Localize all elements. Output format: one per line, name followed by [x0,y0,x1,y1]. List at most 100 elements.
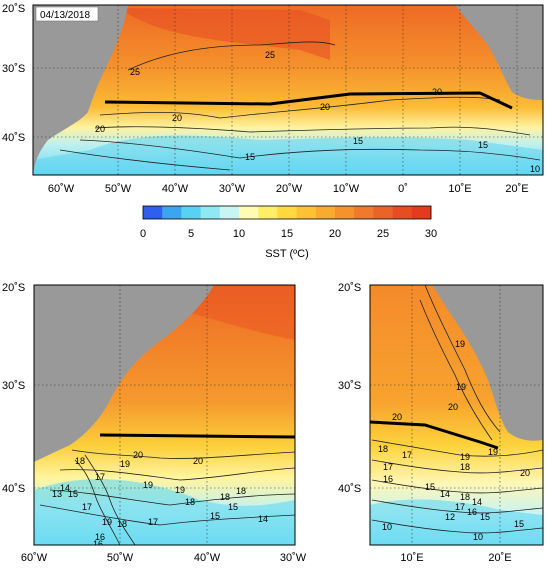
bl-contour-label: 18 [117,519,127,529]
bl-lon-label: 40˚W [194,552,221,564]
bl-contour-label: 19 [120,459,130,469]
colorbar: 0 5 10 15 20 25 30 SST (ºC) [140,205,437,260]
bl-lon-label: 60˚W [21,552,48,564]
bl-lat-label: 40˚S [2,483,25,495]
bottom-left-map: 20 19 20 19 18 17 18 15 14 13 19 18 17 1… [2,282,307,564]
bl-lon-labels: 60˚W 50˚W 40˚W 30˚W [21,552,307,564]
colorbar-tick: 5 [188,228,194,240]
africa-land [455,5,543,100]
colorbar-cell [354,206,374,219]
colorbar-tick: 15 [281,228,293,240]
br-lat-label: 40˚S [338,483,361,495]
bl-contour-label: 13 [52,489,62,499]
br-contour-label: 19 [460,452,470,462]
colorbar-cell [296,206,317,219]
top-lat-label: 40˚S [2,132,25,144]
br-contour-label: 18 [460,492,470,502]
bl-contour-label: 17 [95,472,105,482]
bl-contour-label: 15 [210,511,220,521]
top-lon-label: 20˚E [505,183,528,195]
colorbar-cells [143,206,432,219]
br-lon-label: 20˚E [488,552,511,564]
colorbar-cell [373,206,393,219]
br-lat-label: 20˚S [338,282,361,294]
colorbar-ticks: 0 5 10 15 20 25 30 [140,228,437,240]
bl-south-america-land [34,285,214,462]
top-contour-label: 15 [353,136,363,146]
top-lon-label: 20˚W [276,183,303,195]
colorbar-tick: 20 [329,228,341,240]
bl-contour-label: 14 [60,483,70,493]
top-lon-label: 30˚W [219,183,246,195]
bl-contour-labels: 20 19 20 19 18 17 18 15 14 13 19 18 17 1… [52,450,268,549]
bl-map-frame [33,284,296,546]
top-contour-label: 15 [245,152,255,162]
bl-contour-label: 19 [102,517,112,527]
top-contour-label: 20 [172,113,182,123]
br-contour-label: 14 [440,489,450,499]
br-contour-label: 17 [455,502,465,512]
top-transect-line [104,91,513,110]
top-lon-label: 0˚ [398,183,408,195]
colorbar-cell [411,206,432,219]
br-contour-label: 10 [382,522,392,532]
br-contour-label: 18 [378,444,388,454]
top-map-frame [32,4,544,176]
bl-lat-label: 20˚S [2,282,25,294]
br-africa-land [432,285,543,441]
br-contour-label: 15 [514,519,524,529]
bl-contour-label: 18 [75,456,85,466]
br-grid [370,285,543,545]
bl-contour-label: 18 [236,486,246,496]
colorbar-cell [219,206,240,219]
br-contours [371,285,543,534]
colorbar-cell [143,206,163,219]
br-contour-label: 15 [480,512,490,522]
bl-cold-water [34,479,295,545]
bl-contour-label: 15 [228,502,238,512]
colorbar-cell [181,206,201,219]
bl-contour-label: 18 [220,492,230,502]
bl-contour-label: 16 [93,539,103,549]
bottom-right-map: 20 19 18 17 19 20 19 18 17 16 15 14 20 1… [338,282,544,564]
colorbar-cell [392,206,413,219]
br-contour-label: 19 [488,447,498,457]
bl-lon-label: 30˚W [280,552,307,564]
br-contour-label: 15 [425,482,435,492]
bl-contour-label: 20 [193,456,203,466]
bl-contour-label: 20 [133,450,143,460]
top-contour-labels: 25 25 20 20 20 20 15 15 15 10 [95,50,540,174]
bl-contours [39,449,295,545]
br-contour-label: 17 [383,462,393,472]
colorbar-frame [142,205,432,220]
colorbar-cell [200,206,221,219]
top-grid [33,5,543,175]
top-lat-label: 20˚S [2,3,25,15]
br-contour-label: 20 [392,412,402,422]
br-lat-label: 30˚S [338,380,361,392]
colorbar-tick: 25 [377,228,389,240]
top-contour-label: 20 [95,124,105,134]
colorbar-cell [315,206,336,219]
top-contour-label: 25 [265,50,275,60]
br-contour-label: 20 [448,402,458,412]
colorbar-cell [239,206,259,219]
top-lon-label: 10˚E [448,183,471,195]
br-lon-label: 10˚E [400,552,423,564]
br-contour-label: 12 [445,512,455,522]
br-contour-label: 20 [520,468,530,478]
date-box [35,6,99,22]
br-transect-line [370,420,499,450]
bl-contour-label: 17 [82,502,92,512]
top-lon-label: 40˚W [162,183,189,195]
date-label: 04/13/2018 [40,10,90,21]
br-contour-label: 10 [473,532,483,542]
colorbar-tick: 30 [425,228,437,240]
br-contour-label: 19 [455,339,465,349]
colorbar-cell [258,206,278,219]
colorbar-cell [162,206,182,219]
bl-contour-label: 17 [148,517,158,527]
bl-contour-label: 18 [185,497,195,507]
colorbar-cell [335,206,355,219]
bl-contour-label: 14 [258,514,268,524]
